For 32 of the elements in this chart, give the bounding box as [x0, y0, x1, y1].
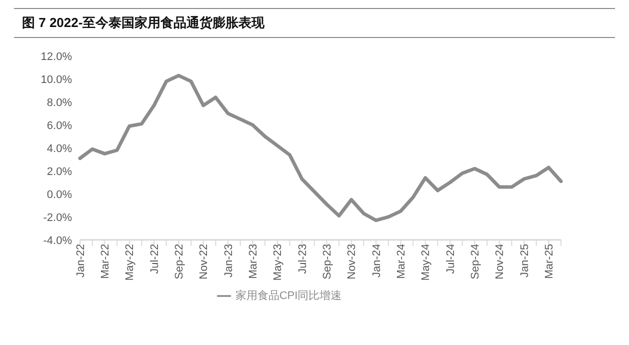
legend-label: 家用食品CPI同比增速 [235, 290, 342, 302]
x-tick-label: May-23 [272, 244, 284, 281]
y-tick-label: 2.0% [46, 166, 72, 178]
x-tick-label: Jan-24 [370, 244, 383, 278]
y-tick-label: 8.0% [46, 96, 72, 109]
y-tick-label: 12.0% [40, 50, 72, 63]
x-tick-label: Nov-23 [346, 244, 358, 280]
x-tick-label: Sep-24 [469, 244, 482, 280]
x-tick-label: Nov-22 [198, 244, 210, 280]
x-tick-label: Mar-22 [99, 244, 112, 279]
y-tick-label: 0.0% [46, 188, 72, 201]
x-tick-label: Jan-22 [74, 244, 87, 278]
x-tick-label: Mar-25 [543, 244, 556, 279]
y-tick-label: -2.0% [43, 212, 72, 224]
x-tick-label: May-24 [420, 244, 432, 281]
chart-title: 图 7 2022-至今泰国家用食品通货膨胀表现 [14, 8, 615, 38]
x-tick-label: Jul-24 [444, 244, 457, 274]
line-series [78, 74, 563, 222]
x-tick-label: Sep-22 [173, 244, 186, 280]
x-tick-label: Jan-25 [518, 244, 531, 278]
x-tick-label: Jul-22 [148, 244, 161, 274]
x-tick-label: Sep-23 [321, 244, 334, 280]
y-tick-label: 6.0% [46, 120, 72, 132]
x-tick-label: Nov-24 [494, 244, 506, 280]
x-tick-label: Mar-23 [247, 244, 260, 279]
y-tick-label: 4.0% [46, 142, 72, 155]
x-tick-label: May-22 [124, 244, 136, 281]
x-tick-label: Jul-23 [296, 244, 309, 274]
y-tick-label: -4.0% [43, 234, 72, 247]
x-tick-label: Jan-23 [222, 244, 235, 278]
y-tick-label: 10.0% [40, 74, 72, 86]
x-tick-label: Mar-24 [395, 244, 408, 279]
